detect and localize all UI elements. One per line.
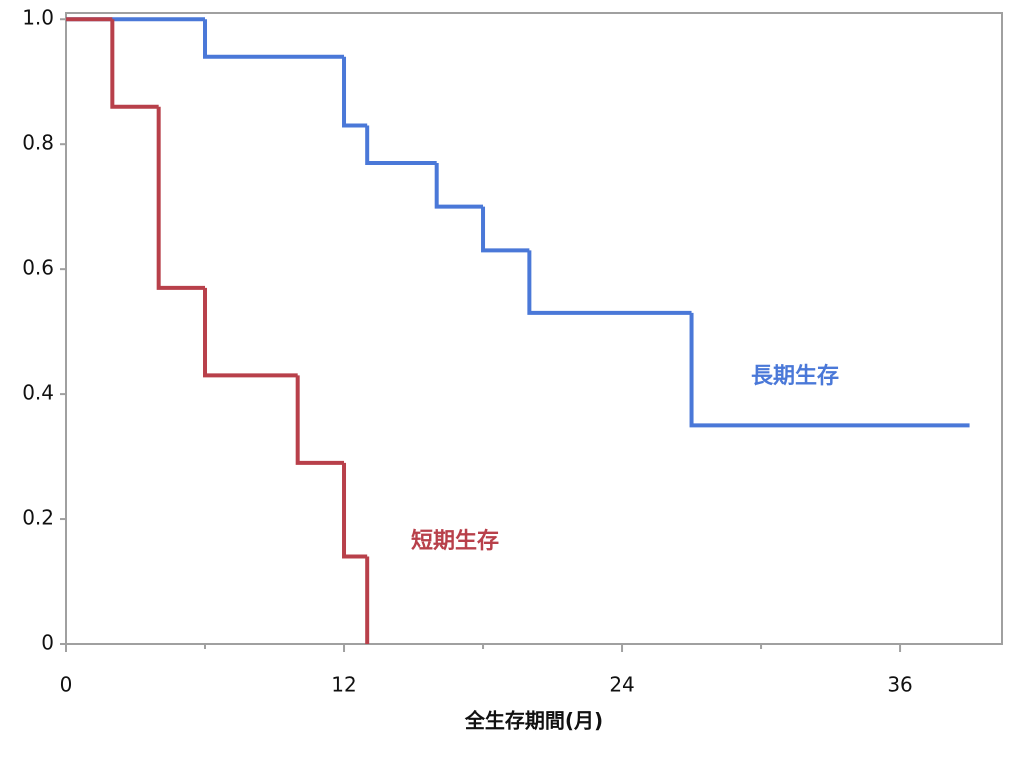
survival-step (434, 162, 484, 209)
y-tick-label: 1.0 (22, 6, 54, 30)
survival-step (689, 312, 970, 428)
survival-step (110, 19, 159, 109)
x-tick-label: 12 (331, 673, 356, 697)
survival-step (203, 287, 298, 378)
survival-step (342, 462, 368, 559)
survival-step (342, 56, 368, 128)
series-label: 短期生存 (411, 528, 499, 554)
survival-step (156, 106, 206, 290)
survival-step (481, 206, 530, 253)
y-tick-label: 0.6 (22, 256, 54, 280)
x-tick-label: 36 (887, 673, 912, 697)
series-label: 長期生存 (751, 363, 839, 389)
survival-step (365, 125, 437, 165)
y-tick-label: 0.4 (22, 381, 54, 405)
y-tick-label: 0 (41, 631, 54, 655)
x-axis-label: 全生存期間(月) (464, 709, 603, 733)
survival-step (203, 19, 345, 59)
y-tick-label: 0.2 (22, 506, 54, 530)
survival-step (527, 250, 692, 315)
survival-step (295, 375, 345, 465)
y-tick-label: 0.8 (22, 131, 54, 155)
x-tick-label: 24 (609, 673, 634, 697)
x-tick-label: 0 (60, 673, 73, 697)
plot-frame (65, 12, 1003, 645)
